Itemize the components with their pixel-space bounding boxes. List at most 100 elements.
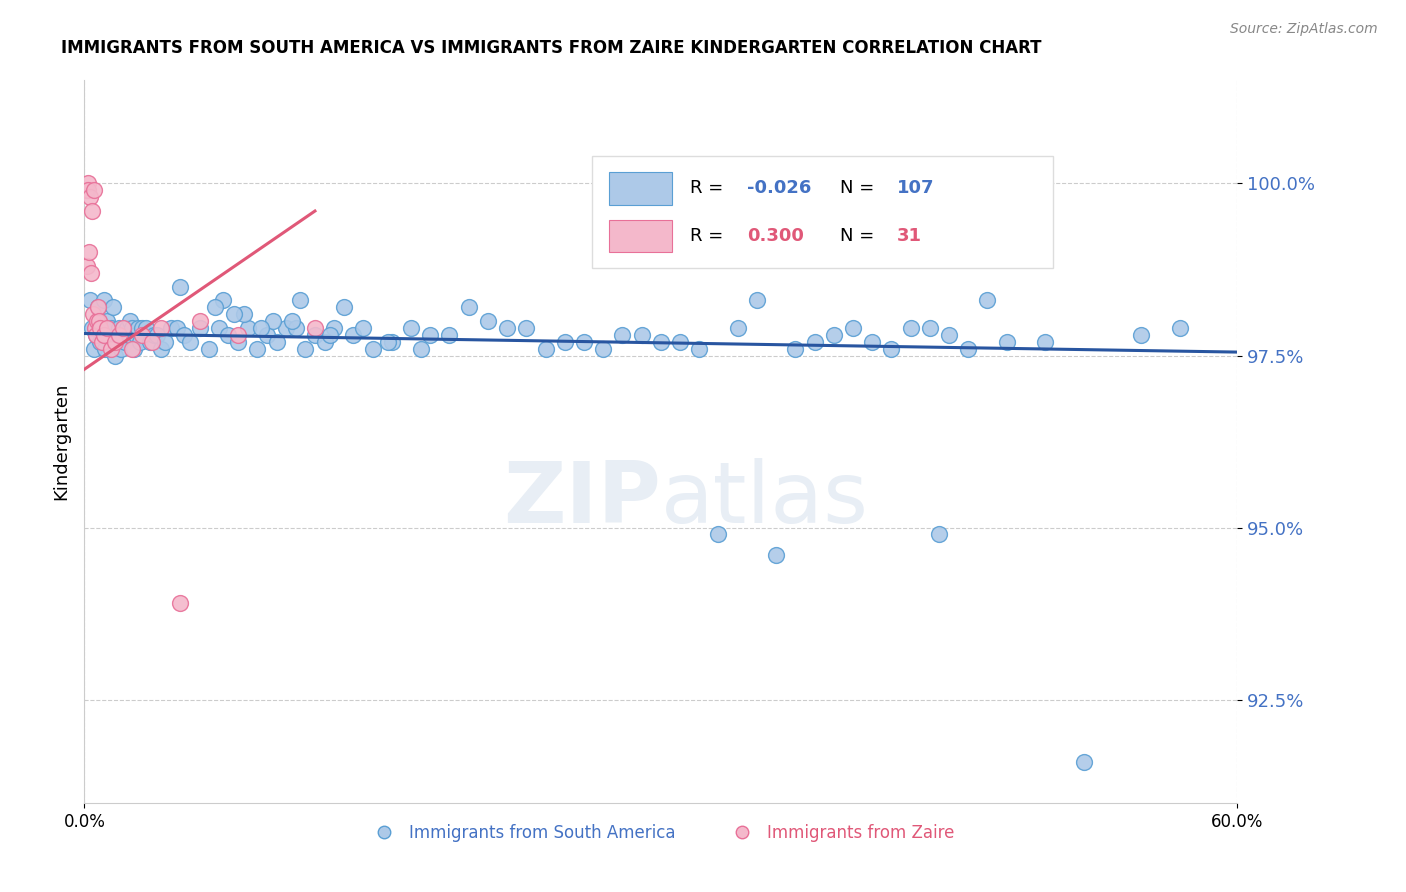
Point [84, 327, 107, 342]
Point [842, 321, 865, 335]
Point [111, 327, 134, 342]
Point [572, 334, 595, 349]
Point [211, 293, 233, 308]
FancyBboxPatch shape [592, 156, 1053, 268]
Y-axis label: Kindergarten: Kindergarten [52, 383, 70, 500]
Legend: Immigrants from South America, Immigrants from Zaire: Immigrants from South America, Immigrant… [360, 817, 962, 848]
Point [80, 204, 103, 219]
Point [262, 314, 284, 328]
Point [439, 327, 461, 342]
Point [90, 321, 112, 335]
Point [314, 334, 336, 349]
Point [87, 301, 110, 315]
Point [688, 342, 710, 356]
Point [554, 334, 576, 349]
Point [121, 321, 143, 335]
Point [727, 321, 749, 335]
Point [266, 334, 288, 349]
Point [169, 596, 191, 610]
Point [104, 334, 127, 349]
Point [250, 321, 273, 335]
Point [236, 321, 259, 335]
Point [224, 307, 246, 321]
Point [803, 334, 825, 349]
Point [86, 314, 108, 328]
Point [592, 342, 614, 356]
Point [900, 321, 922, 335]
Point [90, 334, 112, 349]
Point [232, 307, 254, 321]
Point [142, 327, 165, 342]
Point [83, 342, 105, 356]
Point [173, 327, 195, 342]
Point [76, 259, 98, 273]
Point [179, 334, 201, 349]
Point [534, 342, 557, 356]
Point [138, 334, 160, 349]
Point [84, 321, 107, 335]
Point [256, 327, 278, 342]
Point [79, 293, 101, 308]
Text: N =: N = [839, 179, 880, 197]
Point [342, 327, 364, 342]
Point [127, 321, 149, 335]
Point [87, 301, 110, 315]
Point [80, 266, 103, 280]
Point [77, 177, 100, 191]
Point [115, 321, 138, 335]
Point [169, 279, 191, 293]
Point [120, 314, 142, 328]
Point [198, 342, 221, 356]
Point [1033, 334, 1056, 349]
Point [77, 183, 100, 197]
Text: R =: R = [690, 227, 728, 244]
Point [333, 301, 356, 315]
Point [146, 327, 169, 342]
Point [304, 321, 326, 335]
Point [361, 342, 384, 356]
Point [131, 321, 153, 335]
Point [104, 349, 127, 363]
Point [319, 327, 342, 342]
Point [352, 321, 374, 335]
Point [83, 183, 105, 197]
Point [89, 334, 111, 349]
Point [105, 334, 128, 349]
Text: 0.300: 0.300 [748, 227, 804, 244]
Text: IMMIGRANTS FROM SOUTH AMERICA VS IMMIGRANTS FROM ZAIRE KINDERGARTEN CORRELATION : IMMIGRANTS FROM SOUTH AMERICA VS IMMIGRA… [62, 38, 1042, 56]
Point [745, 293, 768, 308]
Point [84, 327, 107, 342]
Point [957, 342, 980, 356]
Point [160, 321, 183, 335]
Point [918, 321, 941, 335]
Point [399, 321, 422, 335]
Point [1168, 321, 1191, 335]
Point [928, 527, 950, 541]
Point [103, 301, 124, 315]
Point [150, 342, 173, 356]
Point [188, 314, 211, 328]
Point [246, 342, 269, 356]
Point [288, 293, 311, 308]
Point [880, 342, 903, 356]
Point [419, 327, 441, 342]
Point [785, 342, 807, 356]
Point [124, 342, 146, 356]
Point [284, 321, 307, 335]
Point [188, 321, 211, 335]
Point [1130, 327, 1153, 342]
Point [129, 334, 152, 349]
Point [96, 314, 118, 328]
Point [93, 327, 115, 342]
Point [98, 327, 121, 342]
Text: N =: N = [839, 227, 880, 244]
Point [281, 314, 304, 328]
Point [141, 334, 163, 349]
Text: Source: ZipAtlas.com: Source: ZipAtlas.com [1230, 22, 1378, 37]
Point [96, 321, 118, 335]
Point [117, 327, 139, 342]
Point [204, 301, 226, 315]
Point [612, 327, 634, 342]
Point [477, 314, 499, 328]
Point [515, 321, 537, 335]
